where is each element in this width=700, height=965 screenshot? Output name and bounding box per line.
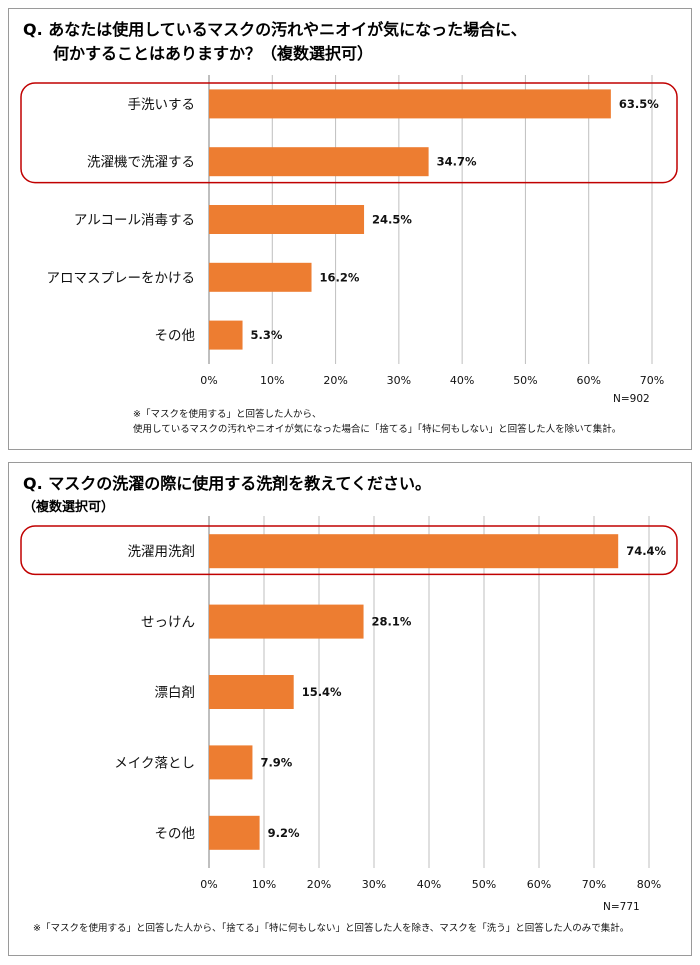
chart-2-note-line1: ※「マスクを使用する」と回答した人から、「捨てる」「特に何もしない」と回答した人… <box>33 923 630 934</box>
chart-1-title-q: Q. <box>23 20 43 39</box>
category-label: 漂白剤 <box>155 685 196 701</box>
x-tick-label: 10% <box>260 374 284 387</box>
x-tick-label: 20% <box>323 374 347 387</box>
bar <box>209 745 253 780</box>
data-label: 15.4% <box>302 685 342 699</box>
x-tick-label: 60% <box>576 374 600 387</box>
data-label: 16.2% <box>320 270 360 284</box>
x-tick-label: 40% <box>417 878 441 891</box>
x-tick-label: 70% <box>640 374 664 387</box>
category-label: アロマスプレーをかける <box>47 270 196 286</box>
category-label: 洗濯用洗剤 <box>128 544 196 560</box>
category-label: 洗濯機で洗濯する <box>87 155 195 171</box>
chart-1-plot: 0% 10% 20% 30% 40% 50% 60% 70% 63.5% 手洗いする 34.7% 洗濯… <box>20 75 678 387</box>
chart-2-title-line1: マスクの洗濯の際に使用する洗剤を教えてください。 <box>48 474 431 493</box>
chart-1-note-line2: 使用しているマスクの汚れやニオイが気になった場合に「捨てる」「特に何もしない」と… <box>133 424 622 435</box>
x-tick-label: 10% <box>252 878 276 891</box>
chart-1-title-line2: 何かすることはありますか？（複数選択可） <box>53 44 374 63</box>
chart-2-n-label: N=771 <box>603 901 640 913</box>
bar <box>209 89 611 119</box>
chart-2-title-line2: （複数選択可） <box>23 500 115 515</box>
chart-panel-1: Q. あなたは使用しているマスクの汚れやニオイが気になった場合に、 何かすること… <box>8 8 692 450</box>
x-tick-label: 60% <box>527 878 551 891</box>
chart-2-title: Q. マスクの洗濯の際に使用する洗剤を教えてください。 <box>23 473 431 495</box>
bar <box>209 675 294 709</box>
x-tick-label: 30% <box>362 878 386 891</box>
chart-2-plot: 0% 10% 20% 30% 40% 50% 60% 70% 80% 74.4% 洗濯用洗剤 28.1… <box>20 516 678 891</box>
chart-1-title: Q. あなたは使用しているマスクの汚れやニオイが気になった場合に、 <box>23 19 527 41</box>
data-label: 5.3% <box>251 328 283 342</box>
category-label: アルコール消毒する <box>74 213 195 229</box>
data-label: 28.1% <box>372 615 412 629</box>
data-label: 63.5% <box>619 97 659 111</box>
category-label: その他 <box>155 826 196 842</box>
x-tick-label: 30% <box>387 374 411 387</box>
chart-panel-2: Q. マスクの洗濯の際に使用する洗剤を教えてください。 （複数選択可） 0% 10… <box>8 462 692 956</box>
bar <box>209 262 312 292</box>
x-tick-label: 0% <box>200 374 217 387</box>
bar <box>209 147 429 177</box>
x-tick-label: 40% <box>450 374 474 387</box>
x-tick-label: 50% <box>472 878 496 891</box>
highlight-box <box>20 525 678 576</box>
x-tick-label: 80% <box>637 878 661 891</box>
bar <box>209 320 243 350</box>
category-label: メイク落とし <box>114 755 195 771</box>
chart-1-note-line1: ※「マスクを使用する」と回答した人から、 <box>133 409 322 420</box>
x-tick-label: 0% <box>200 878 217 891</box>
data-label: 9.2% <box>268 826 300 840</box>
category-label: せっけん <box>141 615 195 631</box>
highlight-box <box>20 82 678 184</box>
bar <box>209 205 365 234</box>
x-tick-label: 50% <box>513 374 537 387</box>
bar <box>209 815 260 850</box>
data-label: 34.7% <box>437 155 477 169</box>
data-label: 74.4% <box>626 544 666 558</box>
chart-1-n-label: N=902 <box>613 393 650 405</box>
category-label: 手洗いする <box>128 97 196 113</box>
x-tick-label: 20% <box>307 878 331 891</box>
category-label: その他 <box>155 328 196 344</box>
data-label: 7.9% <box>260 755 292 769</box>
x-tick-label: 70% <box>582 878 606 891</box>
bar <box>209 604 364 639</box>
chart-1-title-line1: あなたは使用しているマスクの汚れやニオイが気になった場合に、 <box>48 20 527 39</box>
bar <box>209 534 619 569</box>
chart-2-title-q: Q. <box>23 474 43 493</box>
data-label: 24.5% <box>372 213 412 227</box>
